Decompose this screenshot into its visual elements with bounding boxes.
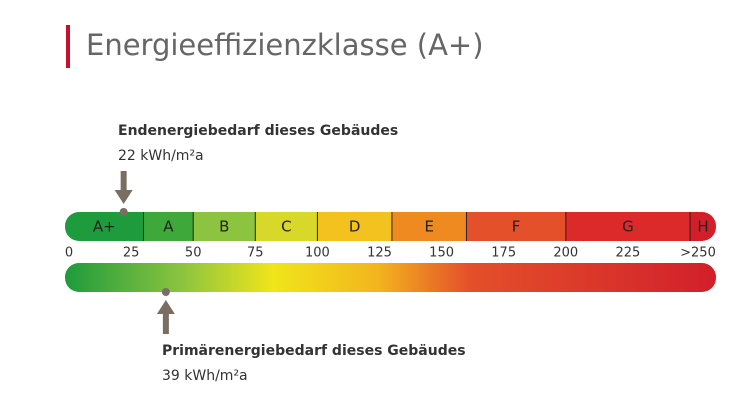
gradient-bar <box>65 263 716 292</box>
class-segment <box>466 212 566 241</box>
class-segment <box>317 212 392 241</box>
class-label: G <box>622 218 634 236</box>
class-segment <box>255 212 318 241</box>
class-segment <box>193 212 256 241</box>
scale-tick-label: 200 <box>553 246 578 261</box>
arrow-head <box>156 300 175 314</box>
end-demand-marker <box>114 171 133 216</box>
title-accent <box>66 25 70 68</box>
class-segment <box>565 212 690 241</box>
scale-tick-label: 150 <box>429 246 454 261</box>
end-demand-value: 22 kWh/m²a <box>118 148 204 164</box>
class-segment <box>143 212 194 241</box>
marker-dot <box>161 288 170 296</box>
scale-tick-label: 125 <box>367 246 392 261</box>
class-bar: A+ A B C D E F G H <box>65 212 716 241</box>
title: Energieeffizienzklasse (A+) <box>86 28 484 62</box>
scale-tick-label: 75 <box>247 246 264 261</box>
class-label: A <box>163 218 174 236</box>
class-segment <box>690 212 716 241</box>
scale-tick-label: 225 <box>615 246 640 261</box>
arrow-head <box>114 190 133 204</box>
class-segment <box>65 212 144 241</box>
primary-demand-value: 39 kWh/m²a <box>162 368 248 384</box>
class-label: B <box>219 218 229 236</box>
class-label: H <box>697 218 708 236</box>
class-label: D <box>349 218 361 236</box>
class-label: A+ <box>93 218 116 236</box>
scale-tick-label: 0 <box>65 246 73 261</box>
class-label: E <box>424 218 433 236</box>
class-segment <box>391 212 467 241</box>
scale-tick-label: 100 <box>305 246 330 261</box>
scale-tick-label: 25 <box>123 246 140 261</box>
scale-tick-label: 175 <box>491 246 516 261</box>
marker-dot <box>119 208 128 216</box>
scale-tick-label: >250 <box>680 246 716 261</box>
arrow-shaft <box>162 313 169 334</box>
primary-demand-marker <box>156 288 175 334</box>
class-label: C <box>281 218 291 236</box>
end-demand-label: Endenergiebedarf dieses Gebäudes <box>118 123 398 139</box>
class-label: F <box>512 218 521 236</box>
primary-demand-label: Primärenergiebedarf dieses Gebäudes <box>162 343 466 359</box>
arrow-shaft <box>120 171 127 191</box>
scale-tick-label: 50 <box>185 246 202 261</box>
